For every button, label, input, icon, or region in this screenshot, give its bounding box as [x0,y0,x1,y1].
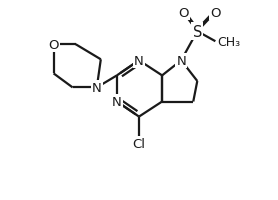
Text: O: O [48,39,59,51]
Text: O: O [210,7,221,19]
Text: N: N [112,96,122,108]
Text: N: N [92,82,102,94]
Text: N: N [176,55,186,67]
Text: N: N [134,55,144,67]
Text: O: O [178,7,188,19]
Text: Cl: Cl [133,138,145,150]
Text: S: S [193,25,202,39]
Text: CH₃: CH₃ [217,36,240,48]
